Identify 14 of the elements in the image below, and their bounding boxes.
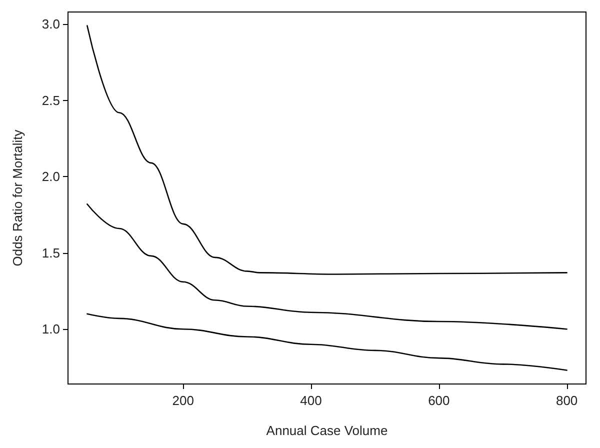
line-series bbox=[86, 25, 568, 275]
y-tick-label: 2.0 bbox=[42, 169, 60, 184]
line-series bbox=[86, 203, 568, 330]
x-tick-label: 200 bbox=[172, 393, 194, 408]
y-tick-label: 2.5 bbox=[42, 92, 60, 108]
y-axis-title: Odds Ratio for Mortality bbox=[10, 129, 25, 266]
line-series bbox=[86, 313, 568, 371]
x-axis-title: Annual Case Volume bbox=[266, 423, 388, 438]
x-tick-label: 400 bbox=[300, 393, 322, 408]
x-tick-label: 600 bbox=[428, 393, 450, 408]
x-tick-label: 800 bbox=[556, 393, 578, 408]
y-tick-label: 3.0 bbox=[42, 16, 60, 32]
y-tick-label: 1.0 bbox=[42, 322, 60, 337]
y-tick-label: 1.5 bbox=[42, 245, 60, 260]
